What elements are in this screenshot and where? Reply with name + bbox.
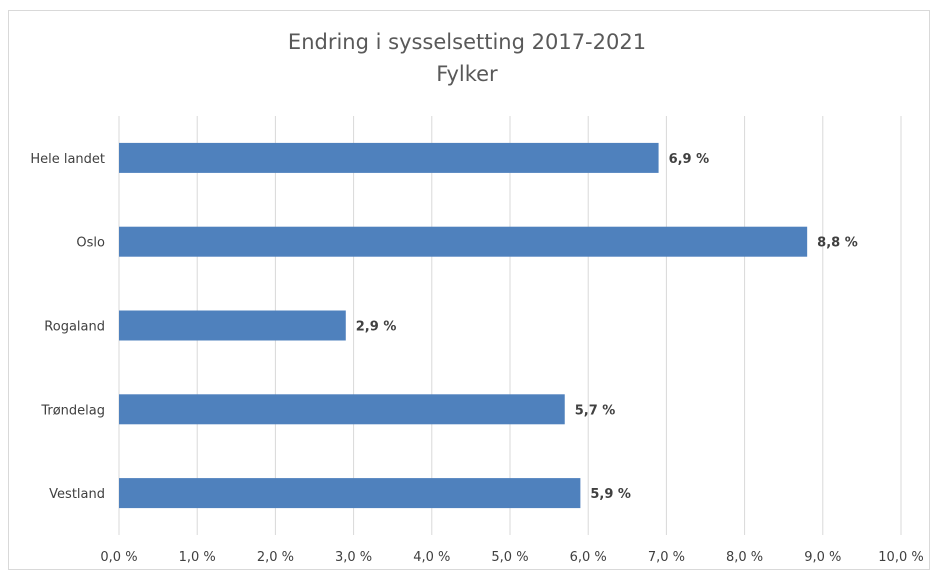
labels: 0,0 % 1,0 % 2,0 % 3,0 % 4,0 % 5,0 % 6,0 % 7,0 %… xyxy=(30,152,923,565)
x-tick-label: 6,0 % xyxy=(570,550,607,565)
chart-frame xyxy=(8,10,930,570)
x-tick-label: 9,0 % xyxy=(804,550,841,565)
x-tick-label: 10,0 % xyxy=(878,550,923,565)
x-tick-label: 0,0 % xyxy=(100,550,137,565)
x-tick-label: 2,0 % xyxy=(257,550,294,565)
category-label: Rogaland xyxy=(44,320,105,335)
bar xyxy=(119,310,346,341)
category-label: Trøndelag xyxy=(40,403,105,418)
x-tick-label: 5,0 % xyxy=(491,550,528,565)
chart-subtitle: Fylker xyxy=(436,62,498,86)
chart-title: Endring i sysselsetting 2017-2021 xyxy=(287,30,647,54)
category-label: Oslo xyxy=(76,236,105,251)
bar xyxy=(119,478,581,509)
data-label: 8,8 % xyxy=(817,236,858,251)
data-label: 6,9 % xyxy=(669,152,710,167)
bar xyxy=(119,394,565,425)
x-tick-label: 4,0 % xyxy=(413,550,450,565)
x-tick-label: 1,0 % xyxy=(179,550,216,565)
bars xyxy=(119,142,808,509)
category-label: Hele landet xyxy=(30,152,105,167)
data-label: 5,7 % xyxy=(575,403,616,418)
x-tick-label: 3,0 % xyxy=(335,550,372,565)
x-tick-label: 8,0 % xyxy=(726,550,763,565)
bar xyxy=(119,142,659,173)
category-label: Vestland xyxy=(49,487,105,502)
data-label: 5,9 % xyxy=(590,487,631,502)
bar xyxy=(119,226,808,257)
data-label: 2,9 % xyxy=(356,320,397,335)
x-tick-label: 7,0 % xyxy=(648,550,685,565)
